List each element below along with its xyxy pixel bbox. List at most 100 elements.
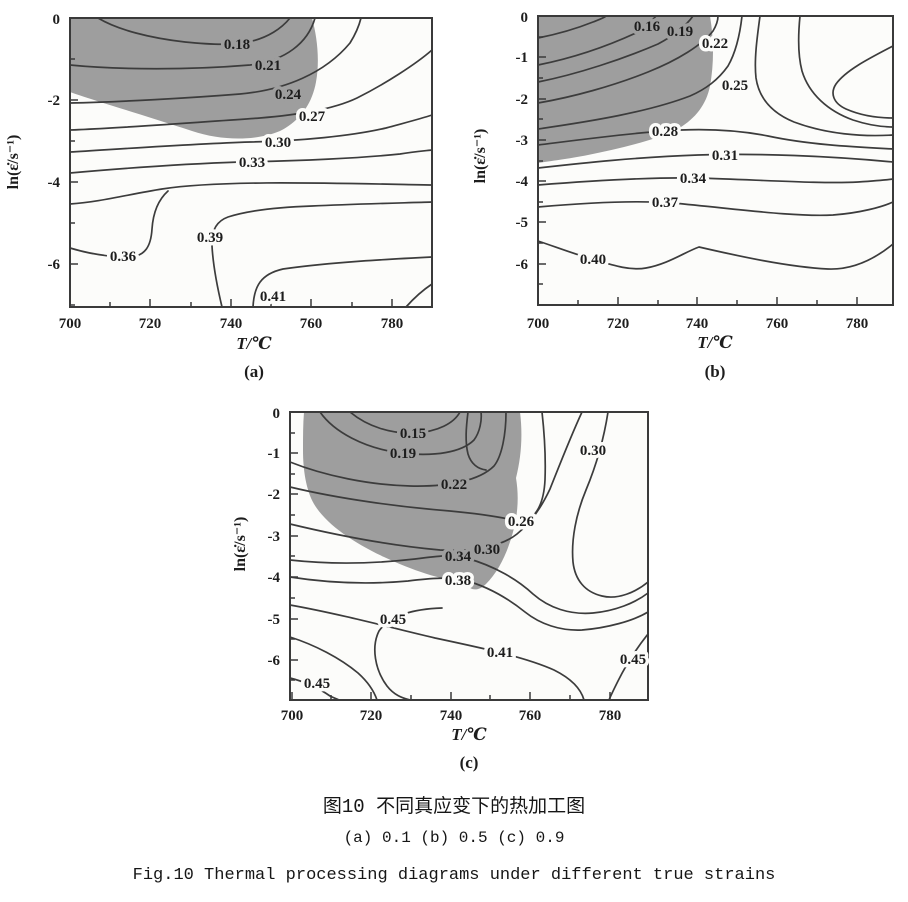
- y-tick-label: -4: [268, 570, 281, 586]
- contour-line: [289, 604, 585, 701]
- contour-line: [289, 554, 649, 615]
- instability-region-c: [303, 412, 522, 590]
- contour-label: 0.34: [445, 549, 472, 565]
- contour-line: [754, 15, 894, 137]
- x-tick-label: 760: [519, 708, 542, 724]
- contour-label: 0.34: [680, 171, 707, 187]
- contour-line: [289, 576, 649, 631]
- contour-line: [537, 15, 719, 104]
- contour-line: [69, 49, 433, 131]
- contour-label: 0.38: [445, 573, 471, 589]
- contour-lines-c: [289, 411, 649, 701]
- y-tick-label: -5: [268, 612, 281, 628]
- contour-line: [289, 411, 547, 523]
- y-tick-label: -1: [516, 50, 529, 66]
- x-tick-label: 700: [59, 316, 82, 332]
- contour-label: 0.19: [390, 446, 416, 462]
- contour-label: 0.22: [441, 477, 467, 493]
- y-tick-label: -6: [516, 257, 529, 273]
- contour-line: [319, 411, 483, 456]
- contour-line: [289, 411, 583, 552]
- contour-label: 0.30: [474, 542, 500, 558]
- contour-line: [537, 240, 894, 270]
- panel-c: 700 720 740 760 780 0 -1 -2 -3 -4 -5 -6 …: [232, 406, 650, 772]
- y-tick-labels-b: 0 -1 -2 -3 -4 -5 -6: [516, 10, 529, 273]
- contour-label: 0.21: [255, 58, 281, 74]
- contour-label: 0.33: [239, 155, 265, 171]
- y-tick-label: -2: [268, 487, 281, 503]
- plot-border-a: [69, 17, 433, 308]
- caption-strains: (a) 0.1 (b) 0.5 (c) 0.9: [343, 829, 565, 847]
- contour-label: 0.36: [110, 249, 137, 265]
- x-tick-label: 740: [220, 316, 243, 332]
- contour-label: 0.45: [620, 652, 646, 668]
- x-tick-label: 740: [686, 316, 709, 332]
- x-tick-label: 780: [599, 708, 622, 724]
- contour-label: 0.45: [304, 676, 330, 692]
- contour-line: [69, 190, 169, 258]
- contour-labels-c: 0.15 0.19 0.22 0.26 0.30 0.30 0.34 0.38 …: [300, 423, 649, 696]
- x-tick-labels-a: 700 720 740 760 780: [59, 316, 404, 332]
- contour-line: [537, 153, 894, 169]
- panels-svg: 700 720 740 760 780 0 -2 -4 -6 0.18 0.21…: [5, 10, 894, 772]
- y-axis-label: ln(ε̇/s⁻¹): [472, 129, 489, 184]
- y-axis-label: ln(ε̇/s⁻¹): [5, 135, 22, 190]
- contour-line: [537, 15, 607, 39]
- contour-label: 0.37: [652, 195, 679, 211]
- x-tick-label: 740: [440, 708, 463, 724]
- contour-label: 0.41: [260, 289, 286, 305]
- contour-line: [69, 114, 433, 153]
- contour-label: 0.28: [652, 124, 678, 140]
- contour-labels-a: 0.18 0.21 0.24 0.27 0.30 0.33 0.36 0.39 …: [106, 34, 329, 309]
- panel-letter-b: (b): [705, 362, 726, 381]
- contour-label: 0.22: [702, 36, 728, 52]
- y-tick-label: -5: [516, 215, 529, 231]
- contour-line: [832, 45, 894, 119]
- y-tick-label: -6: [48, 257, 61, 273]
- caption-chinese: 图10 不同真应变下的热加工图: [322, 796, 586, 818]
- contour-line: [252, 256, 433, 308]
- axis-ticks-c: [290, 432, 611, 700]
- x-tick-label: 720: [139, 316, 162, 332]
- contour-label: 0.30: [580, 443, 606, 459]
- contour-label: 0.26: [508, 514, 535, 530]
- y-tick-label: -3: [268, 529, 281, 545]
- contour-line: [537, 128, 894, 150]
- contour-line: [571, 411, 649, 598]
- contour-line: [289, 636, 378, 701]
- contour-line: [405, 283, 433, 308]
- contour-line: [69, 17, 362, 104]
- axis-ticks-a: [70, 58, 393, 307]
- contour-line: [537, 15, 743, 130]
- panel-b: 700 720 740 760 780 0 -1 -2 -3 -4 -5 -6 …: [472, 10, 894, 381]
- y-tick-label: -4: [48, 175, 61, 191]
- x-axis-label: T/℃: [697, 333, 733, 352]
- y-tick-label: 0: [53, 12, 61, 28]
- contour-line: [537, 177, 894, 186]
- contour-label: 0.18: [224, 37, 250, 53]
- x-tick-label: 760: [300, 316, 323, 332]
- contour-label: 0.15: [400, 426, 426, 442]
- contour-line: [69, 149, 433, 174]
- y-tick-label: 0: [521, 10, 529, 26]
- x-tick-label: 700: [527, 316, 550, 332]
- contour-line: [97, 17, 291, 46]
- y-tick-label: -6: [268, 653, 281, 669]
- contour-line: [537, 200, 894, 217]
- contour-label: 0.40: [580, 252, 606, 268]
- y-tick-label: -2: [516, 92, 529, 108]
- contour-label: 0.39: [197, 230, 223, 246]
- axis-ticks-b: [538, 36, 858, 305]
- contour-line: [69, 17, 316, 70]
- contour-label: 0.24: [275, 87, 302, 103]
- x-tick-label: 720: [607, 316, 630, 332]
- contour-label: 0.19: [667, 24, 693, 40]
- panel-a: 700 720 740 760 780 0 -2 -4 -6 0.18 0.21…: [5, 12, 433, 381]
- panel-letter-a: (a): [244, 362, 264, 381]
- contour-label: 0.31: [712, 148, 738, 164]
- x-axis-label: T/℃: [236, 334, 272, 353]
- contour-label: 0.25: [722, 78, 748, 94]
- contour-line: [289, 411, 507, 487]
- y-tick-label: 0: [273, 406, 281, 422]
- contour-line: [608, 633, 649, 701]
